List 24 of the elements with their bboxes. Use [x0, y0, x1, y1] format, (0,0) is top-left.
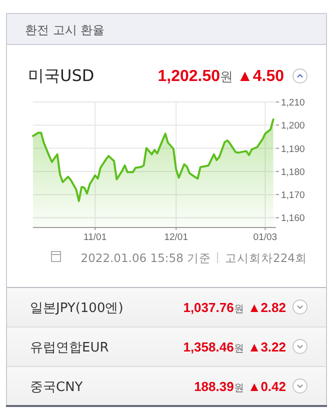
x-tick-label: 11/01 — [84, 232, 107, 243]
chart-title: 미국USD — [28, 66, 94, 85]
text: 1,358.46원 — [183, 340, 244, 354]
x-tick-label: 12/01 — [164, 232, 188, 243]
text: ▲0.42 — [248, 379, 286, 394]
text: ▲4.50 — [237, 68, 284, 85]
x-tick-label: 01/03 — [253, 232, 278, 243]
y-tick-label: 1,210 — [281, 98, 305, 108]
y-tick-label: 1,160 — [281, 213, 305, 224]
y-tick-label: 1,200 — [281, 120, 305, 132]
text: 1,037.76원 — [183, 300, 244, 315]
text: 유럽연합EUR — [30, 340, 109, 356]
text: 환전 고시 환율 — [25, 23, 105, 37]
y-tick-label: 1,190 — [281, 144, 305, 155]
text: ▲3.22 — [248, 340, 286, 354]
text: 중국CNY — [30, 380, 83, 395]
chart-subtitle: 1,202.50원 — [158, 68, 234, 85]
text: ▲2.82 — [248, 300, 286, 315]
text: 고시회차224회 — [225, 251, 307, 265]
text: 일본JPY(100엔) — [30, 301, 124, 316]
text: 2022.01.06 15:58 기준 — [80, 251, 212, 265]
text: 188.39원 — [194, 379, 244, 394]
y-tick-label: 1,180 — [281, 166, 305, 178]
y-tick-label: 1,170 — [281, 190, 305, 202]
